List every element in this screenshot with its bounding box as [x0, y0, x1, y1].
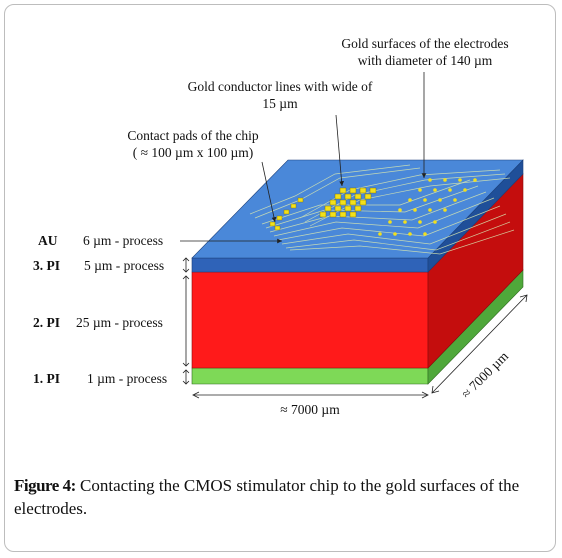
- annotation-conductor-line1: Gold conductor lines with wide of: [188, 79, 373, 94]
- annotation-pads-line1: Contact pads of the chip: [127, 128, 258, 143]
- annotation-gold-surfaces-line1: Gold surfaces of the electrodes: [341, 36, 508, 51]
- thickness-brackets: [182, 257, 190, 385]
- width-arrow-left: [192, 391, 200, 399]
- layer-process-pi1: 1 µm - process: [87, 371, 167, 386]
- contact-pads: [269, 197, 304, 231]
- arrow-pads: [261, 161, 277, 223]
- depth-arrow-bottom: [431, 385, 440, 394]
- layer-process-au: 6 µm - process: [83, 233, 163, 248]
- layer-label-pi1: 1. PI: [33, 371, 60, 386]
- annotation-gold-surfaces-line2: with diameter of 140 µm: [358, 53, 493, 68]
- figure-caption: Figure 4: Contacting the CMOS stimulator…: [14, 474, 549, 520]
- gold-grid: [319, 187, 377, 218]
- depth-dimension-line: [431, 294, 528, 394]
- annotation-pads-line2: ( ≈ 100 µm x 100 µm): [133, 145, 253, 160]
- layer-label-pi3: 3. PI: [33, 258, 60, 273]
- depth-arrow-top: [519, 294, 528, 303]
- layer-process-pi3: 5 µm - process: [84, 258, 164, 273]
- layer-process-pi2: 25 µm - process: [76, 315, 163, 330]
- figure-label: Figure 4:: [14, 476, 76, 495]
- arrow-conductor: [335, 114, 344, 187]
- layer-label-au: AU: [38, 233, 58, 248]
- chip-diagram: Gold surfaces of the electrodes with dia…: [33, 36, 528, 417]
- layer-pi2-front: [191, 271, 429, 369]
- width-dimension-label: ≈ 7000 µm: [280, 402, 340, 417]
- width-arrow-right: [421, 391, 429, 399]
- annotation-conductor-line2: 15 µm: [262, 96, 298, 111]
- layer-pi1-front: [191, 367, 429, 385]
- depth-dimension-label: ≈ 7000 µm: [458, 348, 511, 401]
- layer-pi3-front: [191, 257, 429, 273]
- electrode-dots: [378, 178, 477, 236]
- caption-text: Contacting the CMOS stimulator chip to t…: [14, 476, 520, 518]
- layer-label-pi2: 2. PI: [33, 315, 60, 330]
